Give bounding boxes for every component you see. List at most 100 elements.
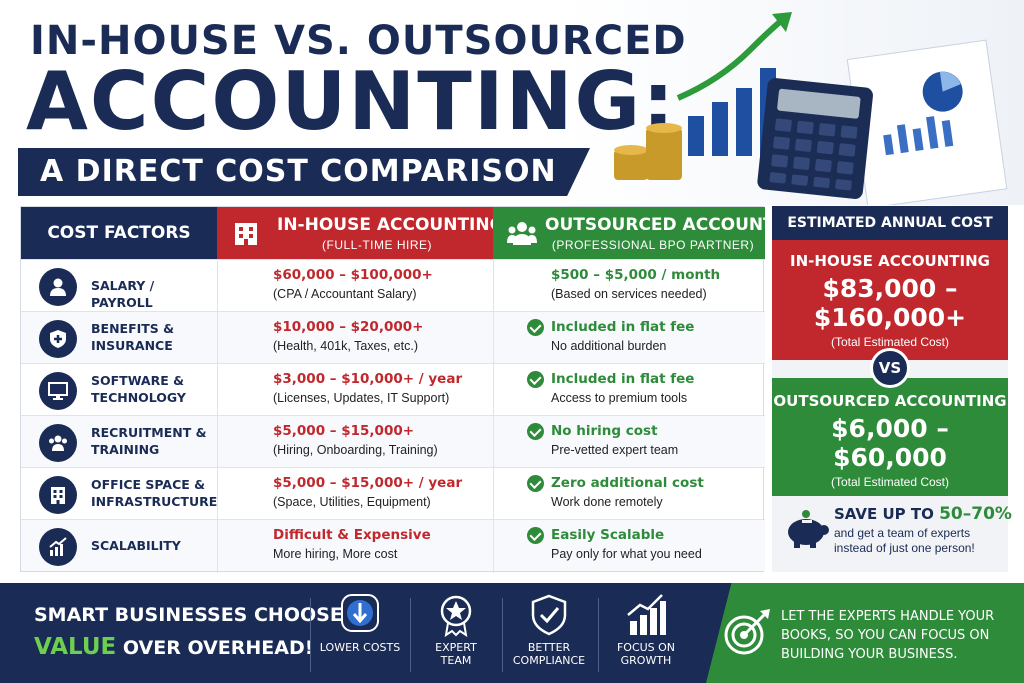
- table-row: RECRUITMENT & TRAINING $5,000 – $15,000+ (…: [21, 415, 765, 467]
- group-icon: [39, 424, 77, 462]
- row-inhouse-sub: (Space, Utilities, Equipment): [273, 495, 431, 509]
- row-outsourced-main: Easily Scalable: [551, 527, 665, 543]
- header-cost-factors-label: COST FACTORS: [47, 223, 191, 243]
- row-inhouse-sub: (Licenses, Updates, IT Support): [273, 391, 450, 405]
- savings-callout: SAVE UP TO 50–70% and get a team of expe…: [772, 496, 1012, 572]
- row-inhouse-main: $3,000 – $10,000+ / year: [273, 371, 463, 387]
- feature-label: FOCUS ON GROWTH: [616, 641, 676, 667]
- feature-focus-on-growth: FOCUS ON GROWTH: [600, 593, 692, 667]
- row-inhouse-cell: $3,000 – $10,000+ / year (Licenses, Updat…: [273, 371, 462, 405]
- row-inhouse-main: $5,000 – $15,000+: [273, 423, 415, 439]
- feature-lower-costs: LOWER COSTS: [314, 593, 406, 654]
- star-badge-icon: [440, 595, 472, 637]
- calculator-icon: [757, 78, 873, 199]
- outsourced-cost-amount-low: $6,000 –: [831, 414, 949, 443]
- header-outsourced-label: OUTSOURCED ACCOUNTING: [545, 215, 810, 235]
- report-document-icon: [846, 39, 1008, 205]
- row-outsourced-main: Zero additional cost: [551, 475, 704, 491]
- row-outsourced-cell: Included in flat fee Access to premium to…: [527, 371, 695, 405]
- header-inhouse-label: IN-HOUSE ACCOUNTING: [277, 215, 504, 235]
- feature-better-compliance: BETTER COMPLIANCE: [503, 593, 595, 667]
- feature-expert-team: EXPERT TEAM: [410, 593, 502, 667]
- shield-check-icon: [531, 594, 567, 636]
- row-inhouse-cell: $5,000 – $15,000+ (Hiring, Onboarding, Tr…: [273, 423, 438, 457]
- column-divider: [493, 259, 494, 573]
- table-row: OFFICE SPACE & INFRASTRUCTURE $5,000 – $1…: [21, 467, 765, 519]
- inhouse-cost-amount-high: $160,000+: [813, 303, 967, 332]
- footer-divider: [410, 598, 411, 672]
- row-inhouse-main: Difficult & Expensive: [273, 527, 431, 543]
- row-outsourced-sub: Pay only for what you need: [551, 547, 702, 561]
- tagline-line-2: VALUE OVER OVERHEAD!: [34, 634, 313, 660]
- row-outsourced-sub: Pre-vetted expert team: [551, 443, 679, 457]
- check-icon: [527, 371, 544, 388]
- table-row: BENEFITS & INSURANCE $10,000 – $20,000+ (H…: [21, 311, 765, 363]
- row-factor-label: SCALABILITY: [91, 538, 181, 553]
- row-inhouse-main: $10,000 – $20,000+: [273, 319, 424, 335]
- building-icon: [235, 223, 257, 245]
- column-divider: [217, 259, 218, 573]
- comparison-table: COST FACTORS IN-HOUSE ACCOUNTING (FULL-T…: [20, 206, 810, 573]
- outsourced-cost-box: OUTSOURCED ACCOUNTING $6,000 – $60,000 (…: [772, 378, 1008, 496]
- check-icon: [527, 319, 544, 336]
- footer-divider: [502, 598, 503, 672]
- title-line-1: IN-HOUSE VS. OUTSOURCED: [30, 18, 687, 64]
- header-cost-factors: COST FACTORS: [21, 207, 217, 259]
- footer-divider: [598, 598, 599, 672]
- monitor-icon: [39, 372, 77, 410]
- row-outsourced-sub: Work done remotely: [551, 495, 663, 509]
- dollar-down-icon: [341, 594, 379, 632]
- check-icon: [527, 423, 544, 440]
- row-inhouse-sub: (CPA / Accountant Salary): [273, 287, 417, 301]
- footer-cta-band: [706, 583, 1024, 683]
- outsourced-cost-note: (Total Estimated Cost): [830, 475, 950, 489]
- row-outsourced-cell: Zero additional cost Work done remotely: [527, 475, 704, 509]
- row-factor-label: SALARY / PAYROLL: [91, 278, 155, 310]
- inhouse-cost-amount-low: $83,000 –: [822, 274, 958, 303]
- footer-divider: [310, 598, 311, 672]
- row-inhouse-cell: $60,000 – $100,000+ (CPA / Accountant Sal…: [273, 267, 433, 301]
- row-inhouse-main: $60,000 – $100,000+: [273, 267, 433, 283]
- table-row: SOFTWARE & TECHNOLOGY $3,000 – $10,000+ /…: [21, 363, 765, 415]
- header-outsourced-sub: (PROFESSIONAL BPO PARTNER): [551, 238, 755, 252]
- row-factor-label: RECRUITMENT & TRAINING: [91, 425, 207, 457]
- row-factor-label: OFFICE SPACE & INFRASTRUCTURE: [91, 477, 218, 509]
- tagline-rest: OVER OVERHEAD!: [116, 637, 314, 659]
- hero-illustration: [614, 12, 1008, 205]
- person-icon: [39, 268, 77, 306]
- header-inhouse: IN-HOUSE ACCOUNTING (FULL-TIME HIRE): [217, 207, 504, 259]
- footer-cta-text: LET THE EXPERTS HANDLE YOUR BOOKS, SO YO…: [781, 609, 995, 662]
- row-inhouse-sub: (Health, 401k, Taxes, etc.): [273, 339, 418, 353]
- check-icon: [527, 527, 544, 544]
- team-icon: [507, 222, 537, 245]
- shield-plus-icon: [39, 320, 77, 358]
- header-outsourced: OUTSOURCED ACCOUNTING (PROFESSIONAL BPO …: [493, 207, 810, 259]
- row-outsourced-main: No hiring cost: [551, 423, 658, 439]
- feature-label: LOWER COSTS: [319, 641, 401, 654]
- coins-icon: [614, 123, 682, 180]
- row-outsourced-cell: No hiring cost Pre-vetted expert team: [527, 423, 679, 457]
- savings-title: SAVE UP TO 50–70%: [834, 504, 1012, 524]
- row-inhouse-main: $5,000 – $15,000+ / year: [273, 475, 463, 491]
- growth-bars-icon: [627, 594, 666, 635]
- vs-badge: VS: [870, 348, 910, 388]
- row-outsourced-main: Included in flat fee: [551, 371, 695, 387]
- savings-prefix: SAVE UP TO: [834, 505, 940, 523]
- subtitle-band: [18, 148, 590, 196]
- title-line-2: ACCOUNTING:: [26, 55, 677, 148]
- row-outsourced-cell: Easily Scalable Pay only for what you nee…: [527, 527, 702, 561]
- savings-percent: 50–70%: [939, 504, 1012, 524]
- header-inhouse-sub: (FULL-TIME HIRE): [322, 238, 432, 252]
- table-row: SCALABILITY Difficult & Expensive More hir…: [21, 519, 765, 571]
- estimated-cost-heading: ESTIMATED ANNUAL COST: [772, 206, 1008, 240]
- inhouse-cost-title: IN-HOUSE ACCOUNTING: [790, 252, 990, 270]
- row-outsourced-cell: Included in flat fee No additional burden: [527, 319, 694, 353]
- row-outsourced-sub: No additional burden: [551, 339, 667, 353]
- inhouse-cost-box: IN-HOUSE ACCOUNTING $83,000 – $160,000+ …: [772, 240, 1008, 360]
- row-inhouse-cell: $10,000 – $20,000+ (Health, 401k, Taxes, …: [273, 319, 423, 353]
- row-outsourced-sub: (Based on services needed): [551, 287, 707, 301]
- feature-label: BETTER COMPLIANCE: [512, 641, 586, 667]
- tagline-value: VALUE: [34, 634, 117, 660]
- row-outsourced-cell: $500 – $5,000 / month (Based on services …: [551, 267, 720, 301]
- row-outsourced-sub: Access to premium tools: [551, 391, 688, 405]
